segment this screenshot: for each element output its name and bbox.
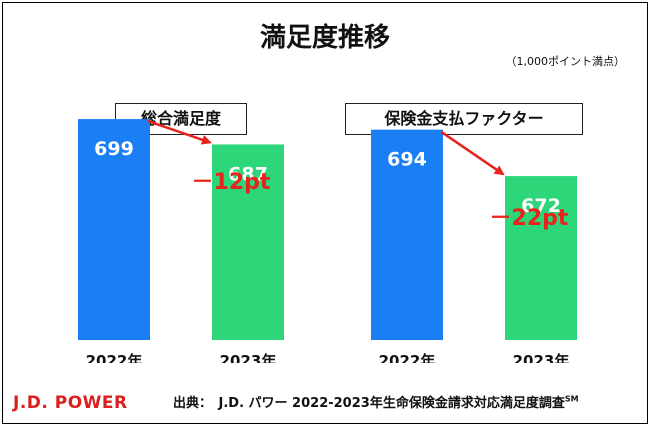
category-label: 2023年 — [220, 352, 277, 363]
jd-power-logo: J.D. POWER — [13, 393, 128, 413]
bar-charts: 699 2022年 687 2023年 －12pt 694 2022年 672 2023年 －22… — [78, 119, 577, 363]
slide: 満足度推移 （1,000ポイント満点） 総合満足度 保険金支払ファクター 699… — [2, 2, 648, 424]
panel-label-claims: 保険金支払ファクター — [345, 103, 583, 135]
bar-value-label: 699 — [94, 138, 134, 160]
bar-value-label: 694 — [387, 149, 427, 171]
bar-1-1 — [78, 119, 150, 340]
bar-value-label: 672 — [521, 195, 561, 217]
page-title: 満足度推移 — [259, 23, 390, 53]
category-label: 2023年 — [513, 352, 570, 363]
category-label: 2022年 — [86, 352, 143, 363]
bar-value-label: 687 — [228, 163, 268, 185]
category-label: 2022年 — [379, 352, 436, 363]
bar-2-2 — [505, 176, 577, 340]
bar-1-2 — [212, 144, 284, 340]
source-text: 出典： J.D. パワー 2022-2023年生命保険金請求対応満足度調査 — [173, 396, 565, 411]
footer: J.D. POWER 出典： J.D. パワー 2022-2023年生命保険金請… — [3, 389, 647, 415]
delta-label: －22pt — [490, 206, 569, 231]
change-arrow — [440, 130, 505, 176]
unit-note: （1,000ポイント満点） — [505, 55, 626, 68]
delta-label: －12pt — [192, 170, 271, 195]
change-arrow — [147, 119, 212, 145]
source-note: 出典： J.D. パワー 2022-2023年生命保険金請求対応満足度調査SM — [173, 392, 579, 411]
bar-2-1 — [371, 129, 443, 340]
service-mark: SM — [564, 394, 579, 404]
